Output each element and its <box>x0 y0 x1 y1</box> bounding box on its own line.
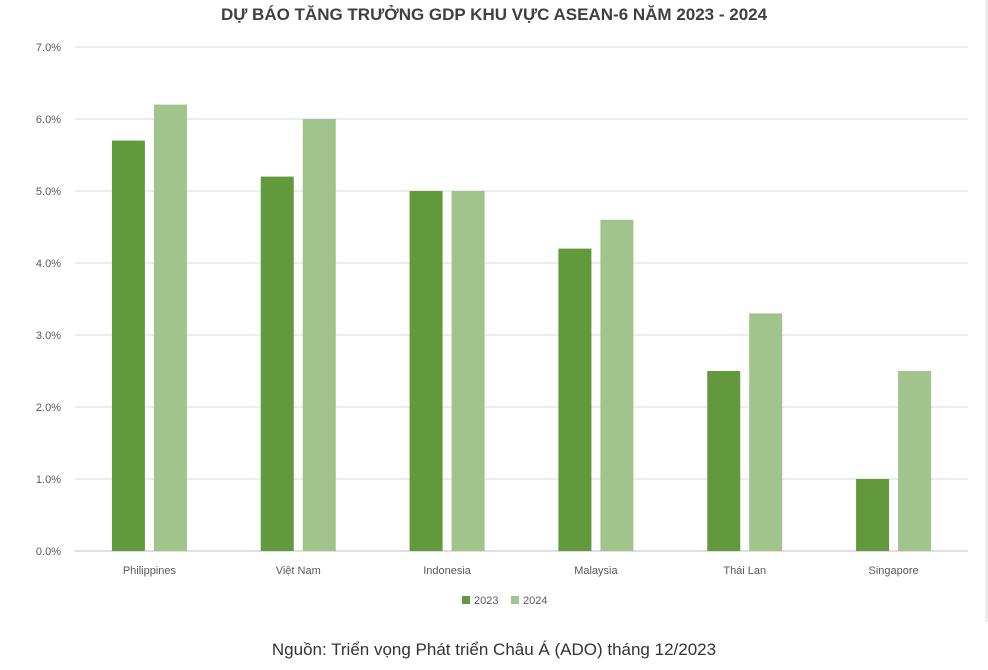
legend-label: 2023 <box>474 595 498 607</box>
y-tick-label: 4.0% <box>36 258 61 270</box>
bar-2023 <box>409 191 443 551</box>
bar-2024 <box>451 191 485 551</box>
frame-edge <box>985 0 988 622</box>
y-tick-label: 0.0% <box>36 546 61 558</box>
x-tick-label: Philippines <box>123 565 177 577</box>
bar-2024 <box>898 371 932 551</box>
bar-2024 <box>749 313 783 551</box>
x-tick-label: Indonesia <box>423 565 472 577</box>
source-caption: Nguồn: Triển vọng Phát triển Châu Á (ADO… <box>271 640 717 659</box>
bar-2023 <box>558 248 592 551</box>
bar-2024 <box>600 219 634 552</box>
legend-label: 2024 <box>523 595 547 607</box>
x-tick-label: Việt Nam <box>276 565 321 577</box>
bar-chart: 0.0% 1.0% 2.0% 3.0% 4.0% 5.0% 6.0% 7.0% Philippi… <box>36 42 968 607</box>
bar-2024 <box>302 119 336 551</box>
bar-2023 <box>856 479 890 551</box>
y-tick-label: 6.0% <box>36 114 61 126</box>
legend-swatch-2023 <box>462 596 470 604</box>
y-tick-label: 3.0% <box>36 330 61 342</box>
x-tick-label: Singapore <box>869 565 919 577</box>
y-tick-label: 2.0% <box>36 402 61 414</box>
y-tick-label: 1.0% <box>36 474 61 486</box>
x-tick-label: Malaysia <box>574 565 618 577</box>
chart-title: DỰ BÁO TĂNG TRƯỞNG GDP KHU VỰC ASEAN-6 N… <box>220 5 768 24</box>
legend-swatch-2024 <box>511 596 519 604</box>
bar-2023 <box>260 176 294 551</box>
bar-2023 <box>111 140 145 551</box>
y-tick-label: 5.0% <box>36 186 61 198</box>
y-tick-label: 7.0% <box>36 42 61 54</box>
x-tick-label: Thái Lan <box>723 565 766 577</box>
bar-2024 <box>153 104 187 551</box>
bar-2023 <box>707 371 741 551</box>
